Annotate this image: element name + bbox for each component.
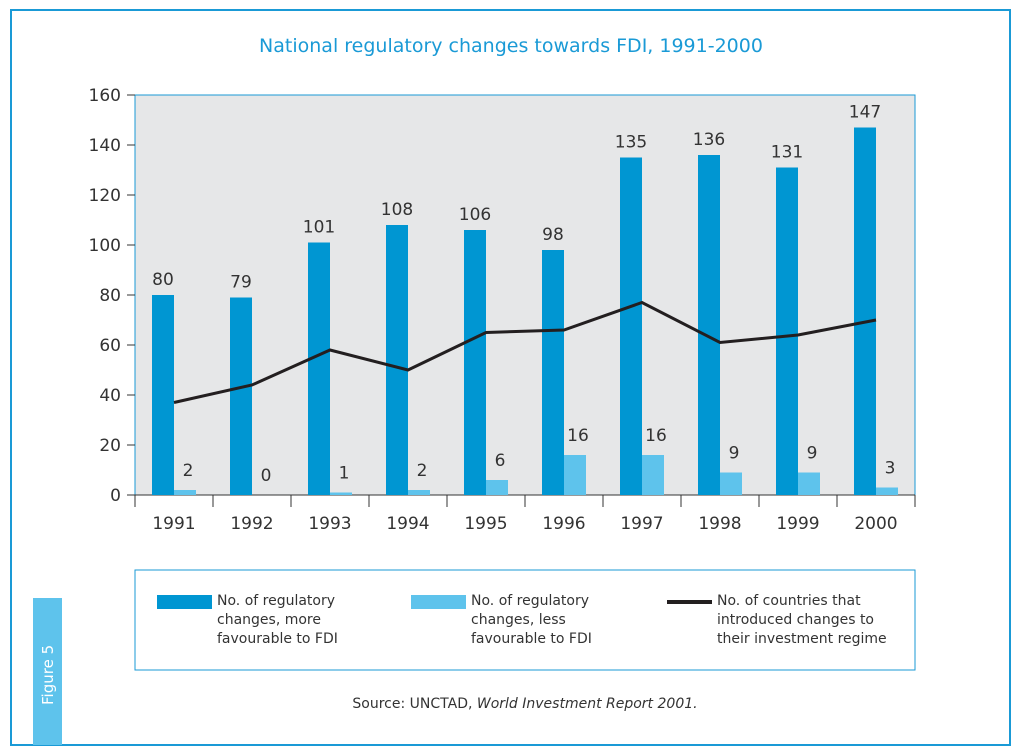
value-label: 1 [339,464,350,484]
bar [542,250,564,495]
bar [798,472,820,495]
y-tick-label: 100 [89,236,121,256]
bar [876,487,898,495]
y-tick-label: 80 [99,286,121,306]
bar [720,472,742,495]
bar [642,455,664,495]
x-tick-label: 2000 [854,514,897,534]
bar [152,295,174,495]
value-label: 9 [807,444,818,464]
x-tick-label: 1996 [542,514,585,534]
x-tick-label: 1994 [386,514,429,534]
y-tick-label: 20 [99,436,121,456]
legend-label: No. of regulatory changes, more favourab… [217,593,338,647]
value-label: 131 [771,143,803,163]
y-tick-label: 0 [110,486,121,506]
value-label: 135 [615,133,647,153]
x-tick-label: 1995 [464,514,507,534]
y-tick-label: 140 [89,136,121,156]
value-label: 2 [183,461,194,481]
x-tick-label: 1991 [152,514,195,534]
value-label: 136 [693,130,725,150]
value-label: 106 [459,205,491,225]
frame [10,9,1011,746]
legend-label: No. of countries that introduced changes… [717,593,887,647]
bar [308,242,330,495]
legend-swatch [157,595,212,609]
line [173,300,877,404]
bar [464,230,486,495]
bar [564,455,586,495]
value-label: 3 [885,459,896,479]
legend-label: No. of regulatory changes, less favourab… [471,593,592,647]
value-label: 16 [645,426,667,446]
x-tick-label: 1999 [776,514,819,534]
bar [698,155,720,495]
source-prefix: Source: UNCTAD, [352,696,476,712]
bar [230,297,252,495]
y-tick-label: 120 [89,186,121,206]
bar [330,492,352,495]
value-label: 6 [495,451,506,471]
x-tick-label: 1998 [698,514,741,534]
value-label: 101 [303,218,335,238]
value-label: 108 [381,200,413,220]
bar [854,127,876,495]
bar [486,480,508,495]
y-tick-label: 60 [99,336,121,356]
value-label: 79 [230,273,252,293]
chart-title: National regulatory changes towards FDI,… [259,35,763,57]
value-label: 0 [261,466,272,486]
x-tick-label: 1993 [308,514,351,534]
source: Source: UNCTAD, World Investment Report … [352,696,697,712]
bar [174,490,196,495]
bar [408,490,430,495]
y-tick-label: 40 [99,386,121,406]
x-tick-label: 1992 [230,514,273,534]
x-tick-label: 1997 [620,514,663,534]
value-label: 98 [542,225,564,245]
figure-label: Figure 5 [39,645,57,705]
value-label: 2 [417,461,428,481]
bar [386,225,408,495]
value-label: 80 [152,270,174,290]
value-label: 147 [849,103,881,123]
value-label: 16 [567,426,589,446]
legend-box [134,569,916,671]
legend-swatch [411,595,466,609]
bar [776,167,798,495]
figure-tab [33,598,62,745]
source-title: World Investment Report 2001. [477,696,698,712]
value-label: 9 [729,444,740,464]
bar [620,157,642,495]
y-tick-label: 160 [89,86,121,106]
